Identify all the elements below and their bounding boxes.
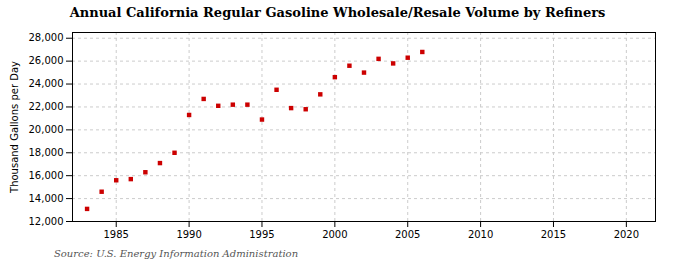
svg-text:2020: 2020 (614, 229, 639, 240)
svg-text:1990: 1990 (176, 229, 201, 240)
svg-text:18,000: 18,000 (29, 147, 64, 158)
svg-text:16,000: 16,000 (29, 170, 64, 181)
svg-text:20,000: 20,000 (29, 124, 64, 135)
html-text:Annual California Regular Gaso: Annual California Regular Gasoline Whole… (69, 5, 606, 20)
svg-text:2010: 2010 (468, 229, 493, 240)
svg-text:22,000: 22,000 (29, 101, 64, 112)
svg-text:Thousand Gallons per Day: Thousand Gallons per Day (9, 61, 20, 194)
svg-text:2000: 2000 (322, 229, 347, 240)
svg-text:1985: 1985 (103, 229, 128, 240)
html-text:Source: U.S. Energy Informatio: Source: U.S. Energy Information Administ… (54, 248, 299, 259)
svg-text:24,000: 24,000 (29, 78, 64, 89)
svg-text:2015: 2015 (541, 229, 566, 240)
svg-text:26,000: 26,000 (29, 55, 64, 66)
svg-text:1995: 1995 (249, 229, 274, 240)
svg-text:2005: 2005 (395, 229, 420, 240)
svg-text:14,000: 14,000 (29, 193, 64, 204)
svg-text:28,000: 28,000 (29, 32, 64, 43)
svg-text:12,000: 12,000 (29, 216, 64, 227)
